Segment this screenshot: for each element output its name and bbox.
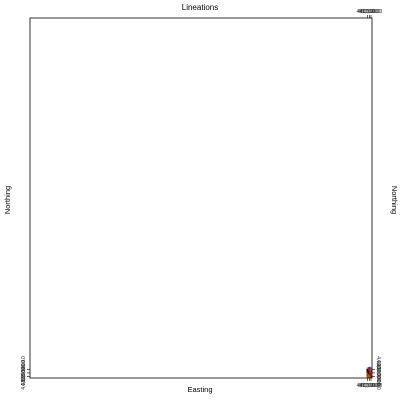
- top-x-tick-label: 481,900.0: [356, 9, 378, 15]
- bottom-x-tick-label: 482,000.0: [358, 383, 380, 389]
- lineation-segment: [366, 368, 371, 375]
- left-y-tick-label: 4,390,000.0: [21, 356, 27, 383]
- left-y-axis: 4,389,800.04,389,900.04,390,000.0: [21, 356, 30, 390]
- bottom-x-tick-label: 482,100.0: [360, 383, 382, 389]
- y-axis-title-right: Northing: [390, 186, 399, 214]
- lineation-series: [366, 366, 372, 378]
- left-y-tick-label: 4,389,800.0: [21, 363, 27, 390]
- top-x-tick-label: 482,000.0: [358, 9, 380, 15]
- left-y-tick-label: 4,389,900.0: [21, 360, 27, 387]
- lineation-segment: [366, 373, 371, 377]
- chart-title: Lineations: [182, 3, 218, 12]
- right-y-tick-label: 4,390,000.0: [375, 356, 381, 383]
- right-y-tick-label: 4,389,900.0: [375, 360, 381, 387]
- top-x-tick-label: 482,100.0: [360, 9, 382, 15]
- right-y-tick-label: 4,389,800.0: [375, 363, 381, 390]
- bottom-x-tick-label: 481,900.0: [356, 383, 378, 389]
- x-axis-title: Easting: [187, 385, 212, 394]
- right-y-axis: 4,389,800.04,389,900.04,390,000.0: [372, 356, 381, 390]
- plot-frame: [29, 17, 373, 379]
- y-axis-title-left: Northing: [3, 186, 12, 214]
- lineation-segment: [368, 367, 372, 378]
